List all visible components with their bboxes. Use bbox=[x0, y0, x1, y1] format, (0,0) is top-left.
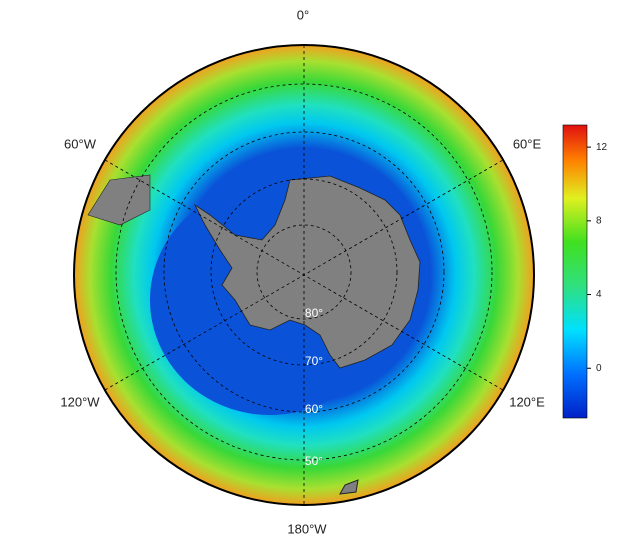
longitude-label: 60°E bbox=[513, 136, 542, 151]
longitude-label: 120°W bbox=[60, 394, 100, 409]
colorbar-tick-label: 8 bbox=[596, 215, 602, 226]
longitude-label: 60°W bbox=[64, 136, 97, 151]
longitude-label: 180°W bbox=[287, 521, 327, 536]
colorbar-tick-label: 12 bbox=[596, 142, 608, 153]
latitude-label: 80° bbox=[305, 306, 323, 320]
antarctica bbox=[193, 175, 421, 369]
map-frame bbox=[73, 44, 535, 506]
colorbar bbox=[562, 124, 588, 419]
latitude-label: 70° bbox=[305, 354, 323, 368]
latitude-label: 60° bbox=[305, 402, 323, 416]
longitude-label: 120°E bbox=[509, 394, 545, 409]
longitude-label: 0° bbox=[297, 7, 309, 22]
latitude-label: 50° bbox=[305, 454, 323, 468]
graticule bbox=[104, 45, 504, 505]
colorbar-tick-label: 0 bbox=[596, 363, 602, 374]
colorbar-tick-label: 4 bbox=[596, 289, 602, 300]
